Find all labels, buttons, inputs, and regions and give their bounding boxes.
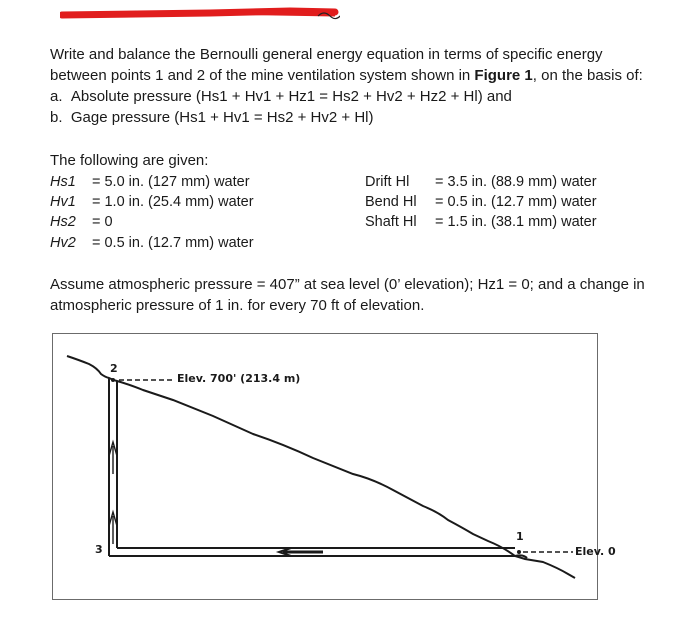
given-left-row: Hv2 = 0.5 in. (12.7 mm) water	[50, 234, 254, 252]
given-label: Hs2	[50, 214, 76, 230]
given-left-row: Hs2 = 0	[50, 213, 113, 231]
given-label: Hv2	[50, 235, 76, 251]
given-value: = 1.0 in. (25.4 mm) water	[92, 194, 254, 210]
shaft-bottom-arrow	[108, 509, 118, 544]
intro-text: between points 1 and 2 of the mine venti…	[50, 67, 475, 84]
given-value: = 0.5 in. (12.7 mm) water	[435, 194, 597, 210]
given-value: = 5.0 in. (127 mm) water	[92, 174, 250, 190]
problem-intro-line-1: Write and balance the Bernoulli general …	[50, 46, 603, 63]
given-right-row: Shaft Hl = 1.5 in. (38.1 mm) water	[365, 213, 597, 231]
station-2-label: 2	[110, 362, 118, 375]
given-value: = 0.5 in. (12.7 mm) water	[92, 235, 254, 251]
item-a: a. Absolute pressure (Hs1 + Hv1 + Hz1 = …	[50, 88, 512, 106]
given-right-row: Drift Hl = 3.5 in. (88.9 mm) water	[365, 173, 597, 191]
given-heading: The following are given:	[50, 152, 209, 169]
given-left-row: Hs1 = 5.0 in. (127 mm) water	[50, 173, 250, 191]
item-b-marker: b.	[50, 109, 63, 126]
given-left-row: Hv1 = 1.0 in. (25.4 mm) water	[50, 193, 254, 211]
item-a-text: Absolute pressure (Hs1 + Hv1 + Hz1 = Hs2…	[70, 88, 512, 105]
given-label: Bend Hl	[365, 194, 417, 210]
given-label: Hs1	[50, 174, 76, 190]
mine-ventilation-figure: 2 Elev. 700' (213.4 m) 1 3 Elev. 0	[52, 333, 616, 600]
station-1-label: 1	[516, 530, 524, 543]
ventilation-diagram	[66, 355, 576, 579]
given-label: Hv1	[50, 194, 76, 210]
station-2-marker	[111, 378, 115, 382]
elevation-700-label: Elev. 700' (213.4 m)	[177, 372, 301, 385]
given-label: Drift Hl	[365, 174, 410, 190]
drift-airflow-arrow	[275, 547, 323, 557]
elevation-0-label: Elev. 0	[575, 545, 616, 558]
given-value: = 0	[92, 214, 113, 230]
station-1-marker	[517, 550, 521, 554]
figure-reference: Figure 1	[474, 67, 533, 84]
intro-text-end: , on the basis of:	[532, 67, 643, 84]
item-a-marker: a.	[50, 88, 63, 105]
shaft-upcast-arrow	[108, 439, 118, 474]
given-value: = 1.5 in. (38.1 mm) water	[435, 214, 597, 230]
problem-intro-line-2: between points 1 and 2 of the mine venti…	[50, 67, 643, 85]
assumption-line-1: Assume atmospheric pressure = 407” at se…	[50, 276, 645, 293]
given-right-row: Bend Hl = 0.5 in. (12.7 mm) water	[365, 193, 597, 211]
station-3-label: 3	[95, 543, 103, 556]
given-label: Shaft Hl	[365, 214, 417, 230]
surface-ground-line	[66, 355, 576, 579]
item-b-text: Gage pressure (Hs1 + Hv1 = Hs2 + Hv2 + H…	[70, 109, 374, 126]
redacted-header-mark	[60, 7, 340, 20]
drift-floor	[109, 554, 528, 559]
assumption-line-2: atmospheric pressure of 1 in. for every …	[50, 297, 425, 314]
given-value: = 3.5 in. (88.9 mm) water	[435, 174, 597, 190]
item-b: b. Gage pressure (Hs1 + Hv1 = Hs2 + Hv2 …	[50, 109, 373, 127]
